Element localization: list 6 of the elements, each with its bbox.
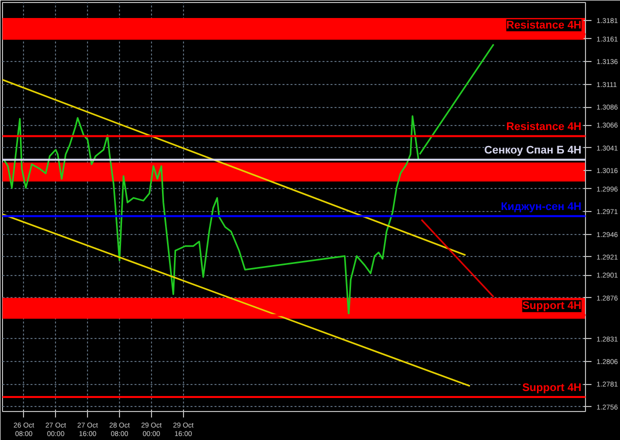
ref-line-label: Resistance 4H <box>506 19 582 32</box>
ref-line-label: Support 4H <box>522 300 582 312</box>
ref-line-label: Сенкоу Спан Б 4H <box>484 144 582 157</box>
ref-line-label: Киджун-сен 4H <box>500 201 582 214</box>
ref-line-label: Resistance 4H <box>506 121 582 134</box>
ref-line-label: Support 4H <box>522 382 582 394</box>
